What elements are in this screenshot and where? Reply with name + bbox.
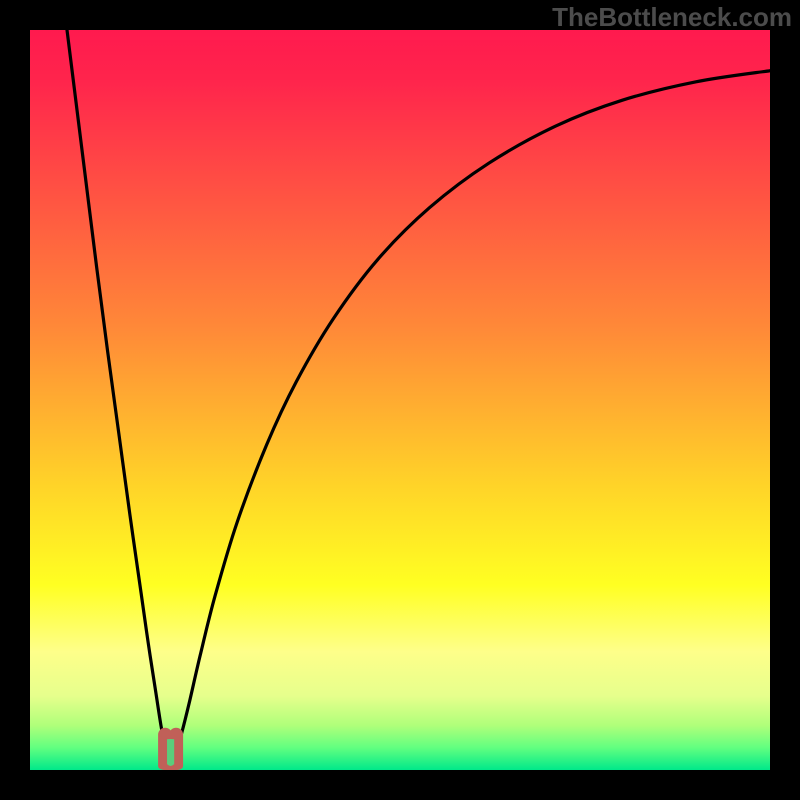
plot-background [30,30,770,770]
dip-marker-notch [167,739,174,766]
watermark-text: TheBottleneck.com [552,2,792,33]
chart-container: TheBottleneck.com [0,0,800,800]
chart-svg [0,0,800,800]
